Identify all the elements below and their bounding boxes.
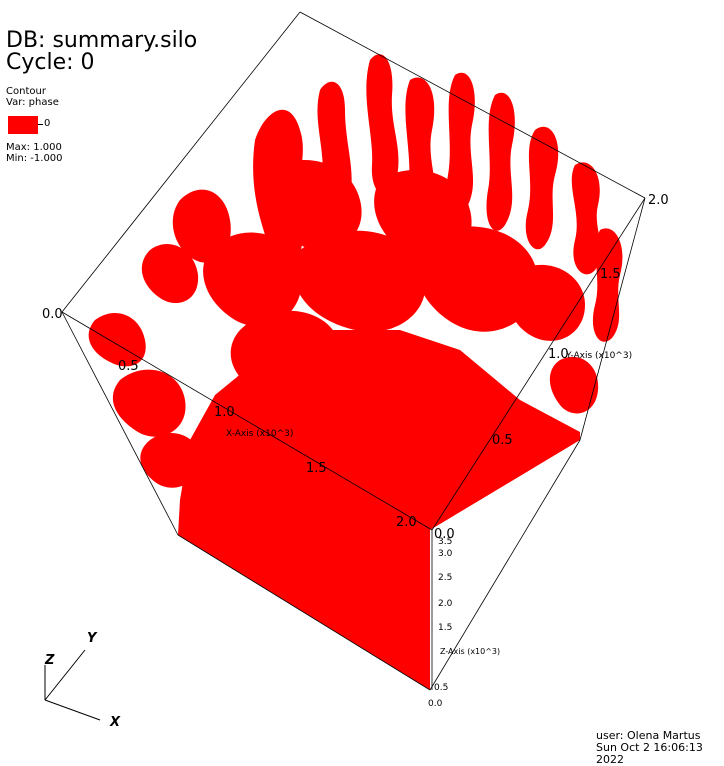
contour-fragments [88, 54, 623, 488]
x-tick-3: 1.5 [306, 461, 327, 476]
box-right-edge [579, 197, 646, 441]
legend-tick [38, 124, 43, 125]
triad-x-axis [44, 699, 101, 721]
legend-swatch [8, 116, 38, 134]
date-label: Sun Oct 2 16:06:13 2022 [596, 741, 703, 766]
box-bottom-left-edge [177, 534, 431, 691]
z-tick-7: 3.5 [438, 537, 452, 547]
y-tick-1: 0.5 [492, 433, 513, 448]
z-tick-4: 2.0 [438, 599, 453, 609]
x-axis-title: X-Axis (x10^3) [226, 429, 293, 439]
box-left-edge [61, 311, 179, 536]
box-top-right-edge [299, 11, 646, 199]
legend-min: Min: -1.000 [6, 153, 63, 164]
box-top-left-edge [61, 11, 301, 313]
z-tick-6: 3.0 [438, 549, 453, 559]
x-tick-0: 0.0 [42, 307, 63, 322]
database-title: DB: summary.silo [6, 28, 198, 53]
x-tick-4: 2.0 [396, 515, 417, 530]
z-axis-title: Z-Axis (x10^3) [440, 647, 500, 656]
bounding-box [61, 11, 646, 691]
axis-labels: 0.0 0.5 1.0 1.5 2.0 0.5 1.0 1.5 2.0 0.0 … [42, 193, 669, 709]
legend-level-label: 0 [44, 118, 51, 129]
contour-surface [88, 54, 623, 690]
y-tick-0: 0.0 [434, 527, 455, 542]
box-inner-y-axis [431, 197, 646, 531]
y-axis-title: Y-Axis (x10^3) [565, 351, 632, 361]
triad-z-label: Z [44, 653, 55, 668]
z-tick-5: 2.5 [438, 573, 452, 583]
legend-max: Max: 1.000 [6, 142, 62, 153]
z-tick-1: 0.5 [434, 683, 448, 693]
x-tick-2: 1.0 [214, 405, 235, 420]
user-label: user: Olena Martus [596, 729, 701, 742]
triad-y-label: Y [87, 631, 98, 646]
z-tick-3: 1.5 [438, 623, 452, 633]
legend-variable: Var: phase [6, 97, 59, 108]
y-tick-2: 1.0 [548, 347, 569, 362]
legend-plot-type: Contour [6, 86, 46, 97]
z-tick-0: 0.0 [428, 699, 443, 709]
y-tick-3: 1.5 [600, 267, 621, 282]
y-tick-4: 2.0 [648, 193, 669, 208]
box-bottom-right-edge [429, 439, 581, 691]
triad-y-axis [44, 649, 86, 701]
orientation-triad [44, 649, 101, 721]
box-inner-x-axis [61, 311, 433, 531]
cycle-title: Cycle: 0 [6, 50, 95, 75]
triad-x-label: X [109, 715, 121, 730]
contour-block-front [178, 330, 580, 690]
x-tick-1: 0.5 [118, 359, 139, 374]
